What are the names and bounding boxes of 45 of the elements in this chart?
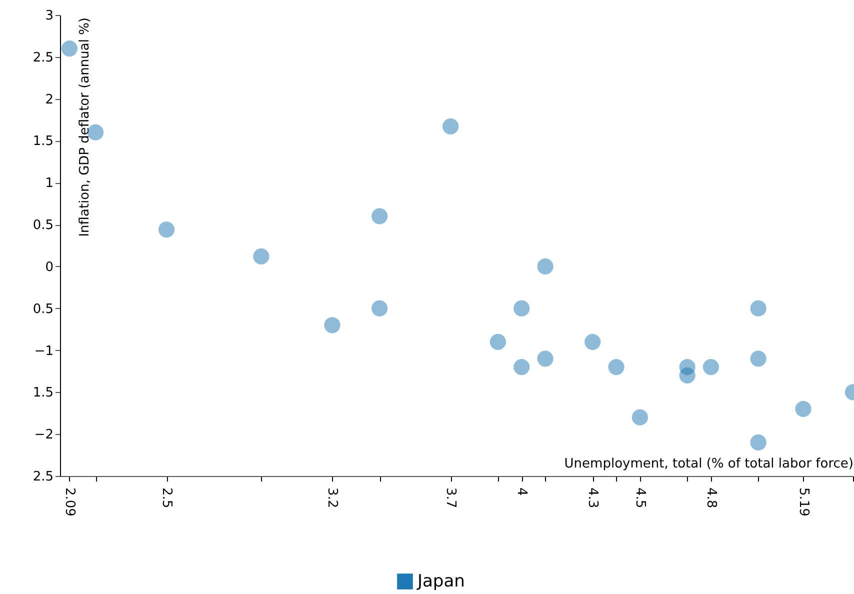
x-axis-title: Unemployment, total (% of total labor force) [564,456,854,472]
point [537,350,554,367]
y-tick-label: 1.5 [32,386,54,401]
point [514,358,530,376]
point [372,300,388,316]
point [372,208,388,224]
x-tick-label: 2.09 [62,488,77,516]
point [537,258,554,274]
x-tick-label: 3.7 [443,488,458,508]
point [584,334,601,350]
x-tick-label: 4.3 [585,488,600,508]
y-tick-label: 0.5 [32,302,54,317]
x-tick-label: 4.8 [703,488,718,508]
point [750,350,766,367]
point [253,248,270,264]
point [608,358,624,376]
point [514,300,530,316]
point [702,358,720,376]
x-tick-label: 4.5 [632,488,648,508]
y-tick-label: −1 [34,344,54,359]
x-tick-label: 5.19 [796,488,811,516]
point [795,400,812,417]
y-axis-title: Inflation, GDP deflator (annual %) [78,18,92,237]
y-tick-label: 2 [45,92,54,108]
point [61,40,78,57]
x-tick-label: 2.5 [159,488,174,508]
x-tick-label: 4 [514,488,530,496]
y-tick-label: 1 [45,176,54,192]
point [490,334,506,350]
y-tick-label: 2.5 [32,470,54,484]
point [750,434,766,451]
y-tick-label: 0 [45,260,54,275]
point [158,222,175,238]
point [679,367,696,384]
y-tick-label: 0.5 [32,218,54,234]
point [632,409,648,426]
y-tick-label: 2.5 [32,50,54,66]
point [750,300,766,316]
y-tick-label: 3 [45,8,54,24]
y-tick-label: −2 [34,428,54,443]
point [324,317,340,334]
x-tick-label: 3.2 [324,488,340,508]
y-tick-label: 1.5 [32,134,54,150]
legend-label: Japan [416,572,465,592]
point [442,118,459,135]
